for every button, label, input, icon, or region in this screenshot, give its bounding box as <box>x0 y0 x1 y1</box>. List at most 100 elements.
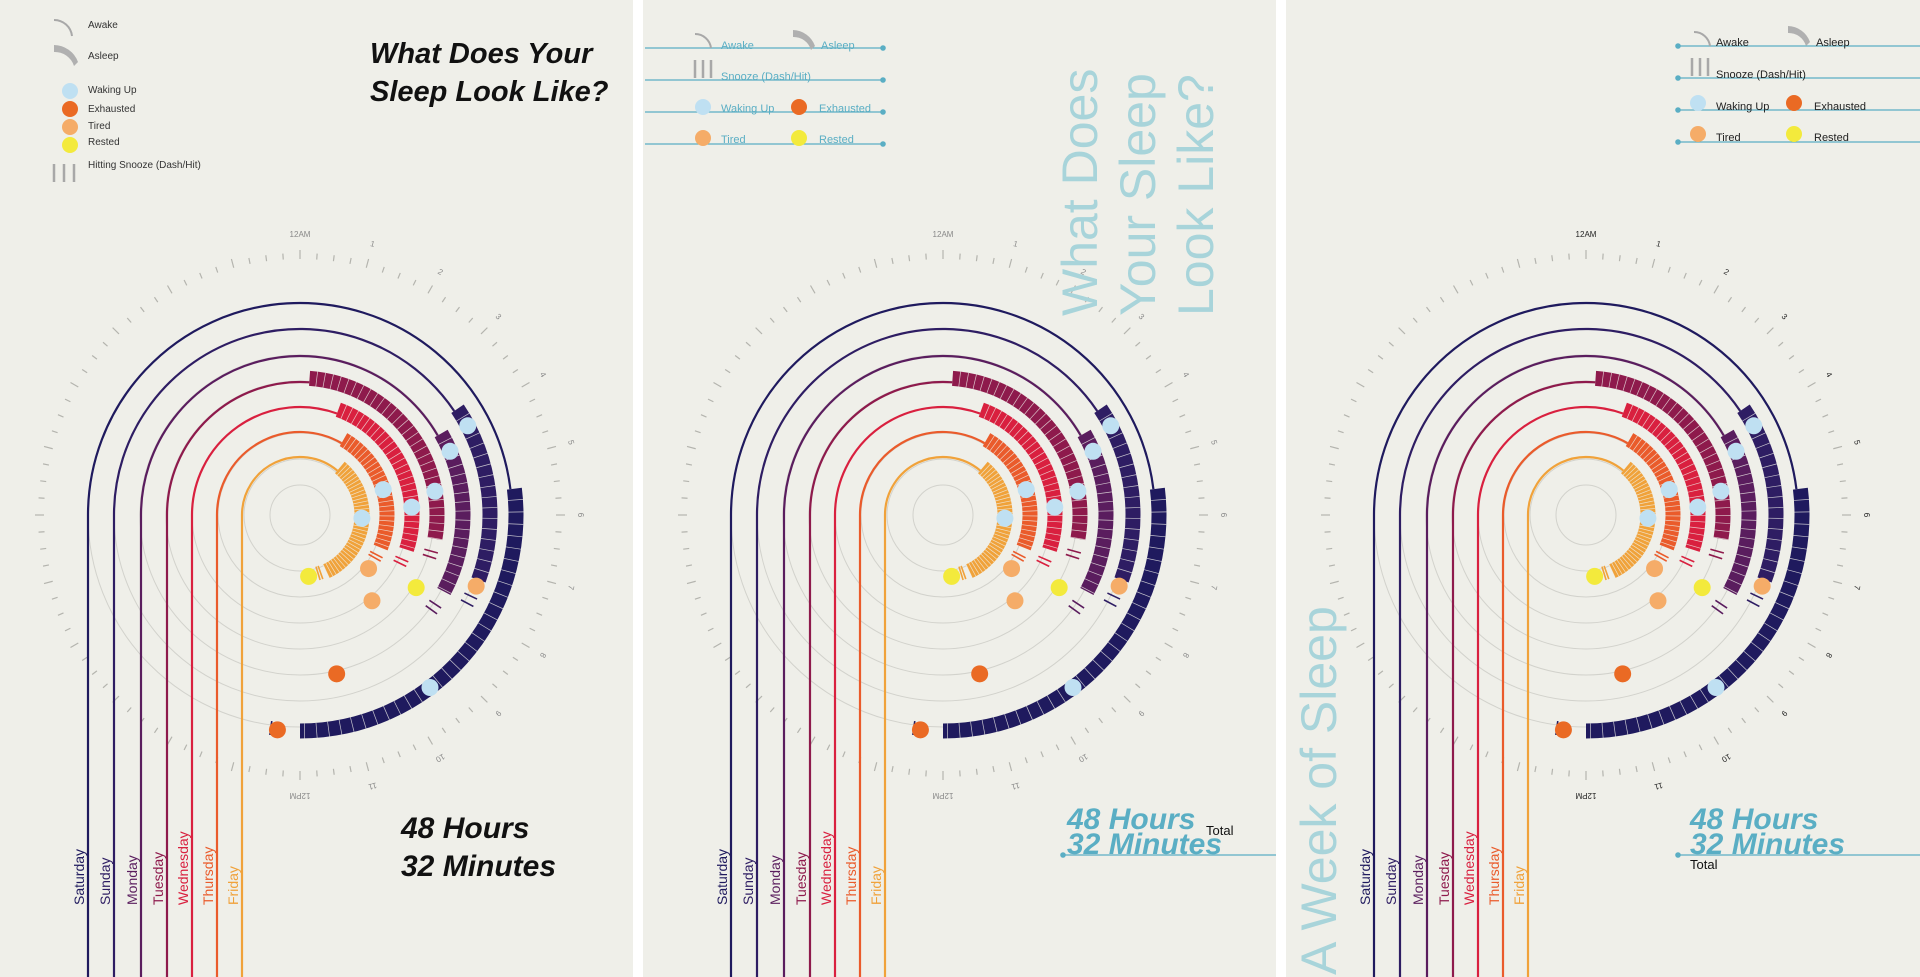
hour-tick-label: 8 <box>538 651 548 660</box>
day-label-monday: Monday <box>767 855 783 905</box>
exhausted-dot-icon <box>62 101 78 117</box>
clock-dial: 12AM 1 2 3 4 5 6 7 8 9 10 11 12PM <box>1321 230 1871 800</box>
poster-title-line-1: What Does Your <box>370 38 593 70</box>
waking-up-dot <box>1046 498 1064 516</box>
waking-up-dot-icon <box>695 99 711 115</box>
waking-up-dot <box>1084 442 1102 460</box>
hour-tick-label: 9 <box>1779 709 1789 719</box>
waking-up-dot <box>1639 509 1657 527</box>
day-label-monday: Monday <box>1410 855 1426 905</box>
legend-rules <box>645 45 1276 858</box>
hour-tick-label: 4 <box>538 371 548 380</box>
day-label-wednesday: Wednesday <box>175 831 191 905</box>
waking-up-dot <box>1017 481 1035 499</box>
waking-up-dot <box>426 482 444 500</box>
poster-panel-1: 12AM 1 2 3 4 5 6 7 8 9 10 11 12PM Saturday Sunday Mond… <box>0 0 633 977</box>
hour-tick-label: 2 <box>1722 267 1731 277</box>
day-label-friday: Friday <box>225 866 241 905</box>
hour-tick-label: 6 <box>1219 513 1228 518</box>
asleep-icon <box>54 45 78 66</box>
waking-up-dot <box>1707 679 1725 697</box>
day-label-tuesday: Tuesday <box>150 852 166 905</box>
rested-dot-icon <box>1786 126 1802 142</box>
legend-exhausted-label: Exhausted <box>819 103 871 115</box>
tired-dot <box>1649 592 1667 610</box>
hour-tick-label: 11 <box>1010 781 1021 792</box>
waking-up-dot <box>996 509 1014 527</box>
hour-tick-label: 12PM <box>289 791 310 800</box>
exhausted-dot <box>971 665 989 683</box>
exhausted-dot <box>268 721 286 739</box>
hour-tick-label: 7 <box>1209 584 1219 591</box>
day-ring-saturday: Saturday <box>71 301 524 977</box>
awake-icon <box>1693 30 1711 47</box>
day-ring-tuesday: Tuesday <box>150 370 445 977</box>
day-ring-tuesday: Tuesday <box>793 370 1088 977</box>
day-ring-thursday: Thursday <box>200 430 395 977</box>
day-rings: Saturday Sunday Monday Tuesday Wednesday Thur… <box>1357 301 1810 977</box>
exhausted-dot <box>1554 721 1572 739</box>
hour-tick-label: 10 <box>1077 752 1090 765</box>
tired-dot <box>1753 577 1771 595</box>
day-ring-friday: Friday <box>1511 455 1656 977</box>
awake-icon <box>53 18 73 37</box>
total-label: Total <box>1690 857 1718 872</box>
rested-dot <box>1693 579 1711 597</box>
legend-exhausted-label: Exhausted <box>1814 101 1866 113</box>
poster-title-line-2: Sleep Look Like? <box>370 76 609 108</box>
hour-tick-label: 3 <box>1780 312 1790 322</box>
exhausted-dot <box>911 721 929 739</box>
day-label-sunday: Sunday <box>97 858 113 905</box>
day-ring-sunday: Sunday <box>740 327 1141 977</box>
hour-tick-label: 9 <box>493 709 503 719</box>
day-rings: Saturday Sunday Monday Tuesday Wednesday Thur… <box>714 301 1167 977</box>
total-hours: 48 Hours <box>1690 803 1819 836</box>
waking-up-dot-icon <box>62 83 78 99</box>
hour-tick-label: 1 <box>1012 239 1019 249</box>
asleep-icon <box>793 30 815 50</box>
legend-waking-up-label: Waking Up <box>1716 101 1770 113</box>
hour-tick-label: 4 <box>1824 371 1834 380</box>
legend-asleep-label: Asleep <box>1816 37 1850 49</box>
day-label-friday: Friday <box>868 866 884 905</box>
total-label: Total <box>1206 823 1234 838</box>
sleep-diagram-3: 12AM 1 2 3 4 5 6 7 8 9 10 11 12PM Saturday Sunday Mond… <box>1321 26 1920 977</box>
rested-dot <box>407 579 425 597</box>
waking-up-dot <box>374 481 392 499</box>
legend-awake-label: Awake <box>1716 37 1749 49</box>
waking-up-dot <box>441 442 459 460</box>
day-ring-sunday: Sunday <box>1383 327 1784 977</box>
legend-tired-label: Tired <box>88 121 111 132</box>
tired-dot-icon <box>695 130 711 146</box>
legend-waking-up-label: Waking Up <box>88 85 137 96</box>
waking-up-dot <box>1745 417 1763 435</box>
exhausted-dot <box>328 665 346 683</box>
vertical-title: What Does Your Sleep Look Like? <box>1051 26 1225 316</box>
day-ring-wednesday: Wednesday <box>1461 402 1706 977</box>
hour-tick-label: 10 <box>1720 752 1733 765</box>
rested-dot-icon <box>62 137 78 153</box>
hour-tick-label: 3 <box>494 312 504 322</box>
day-label-sunday: Sunday <box>1383 858 1399 905</box>
rested-dot <box>300 567 318 585</box>
hour-tick-label: 8 <box>1181 651 1191 660</box>
exhausted-dot-icon <box>1786 95 1802 111</box>
waking-up-dot <box>1102 417 1120 435</box>
day-rings: Saturday Sunday Monday Tuesday Wednesday Thur… <box>71 301 524 977</box>
poster-title-line-3: Look Like? <box>1168 74 1224 316</box>
hour-tick-label: 3 <box>1137 312 1147 322</box>
tired-dot <box>1110 577 1128 595</box>
snooze-icon <box>1690 58 1710 76</box>
tired-dot <box>1006 592 1024 610</box>
hour-tick-label: 1 <box>369 239 376 249</box>
day-label-sunday: Sunday <box>740 858 756 905</box>
hour-tick-label: 5 <box>1209 439 1219 446</box>
tired-dot <box>360 560 378 578</box>
tired-dot <box>1003 560 1021 578</box>
hour-tick-label: 12PM <box>1575 791 1596 800</box>
rested-dot <box>1586 567 1604 585</box>
legend-symbols <box>52 18 78 182</box>
awake-icon <box>694 32 712 49</box>
tired-dot <box>363 592 381 610</box>
hour-tick-label: 12AM <box>290 230 311 239</box>
